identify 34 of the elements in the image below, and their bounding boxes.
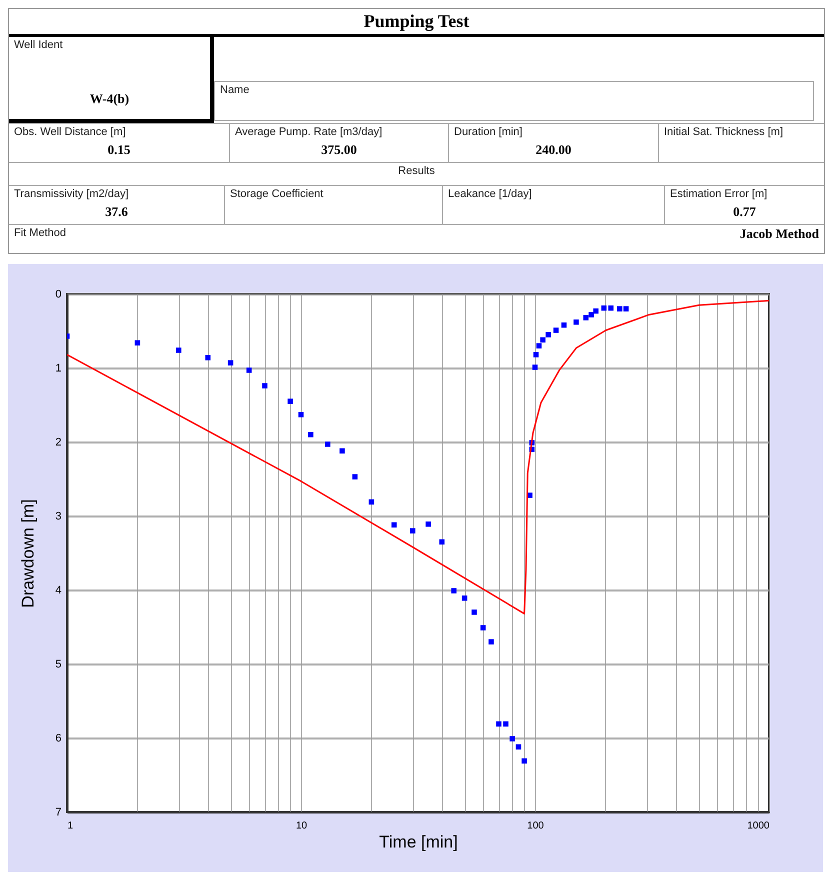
text: Fit Method <box>14 227 66 239</box>
text: Jacob Method <box>740 226 819 241</box>
y-tick-label: 6 <box>55 732 62 744</box>
x-tick-label: 1 <box>68 820 74 832</box>
text: Transmissivity [m2/day] <box>14 188 130 200</box>
y-tick-label: 4 <box>55 584 62 596</box>
text: 0.15 <box>106 142 132 158</box>
x-tick-label: 10 <box>296 820 308 832</box>
text: 0.77 <box>732 204 757 220</box>
y-axis-title: Drawdown [m] <box>18 499 38 608</box>
x-tick-label: 100 <box>527 820 544 832</box>
x-axis-title: Time [min] <box>379 832 458 852</box>
text: Estimation Error [m] <box>670 188 768 200</box>
y-tick-label: 7 <box>55 806 62 818</box>
text: Storage Coefficient <box>230 188 324 200</box>
text: W-4(b) <box>88 91 130 107</box>
text: 240.00 <box>534 142 572 158</box>
text: Average Pump. Rate [m3/day] <box>235 126 384 138</box>
y-tick-label: 3 <box>55 510 62 522</box>
text: Duration [min] <box>454 126 524 138</box>
x-tick-label: 1000 <box>747 820 770 832</box>
text: Name <box>220 84 250 96</box>
y-tick-label: 0 <box>55 288 62 300</box>
text: Well Ident <box>14 39 64 51</box>
text: 375.00 <box>320 142 358 158</box>
text: Obs. Well Distance [m] <box>14 126 127 138</box>
y-tick-label: 1 <box>55 362 62 374</box>
text: Leakance [1/day] <box>448 188 533 200</box>
chart-title: Pumping Test <box>9 9 824 37</box>
y-tick-label: 5 <box>55 658 62 670</box>
y-tick-label: 2 <box>55 436 62 448</box>
text: 37.6 <box>104 204 129 220</box>
text: Initial Sat. Thickness [m] <box>664 126 784 138</box>
text: Results <box>397 165 436 177</box>
